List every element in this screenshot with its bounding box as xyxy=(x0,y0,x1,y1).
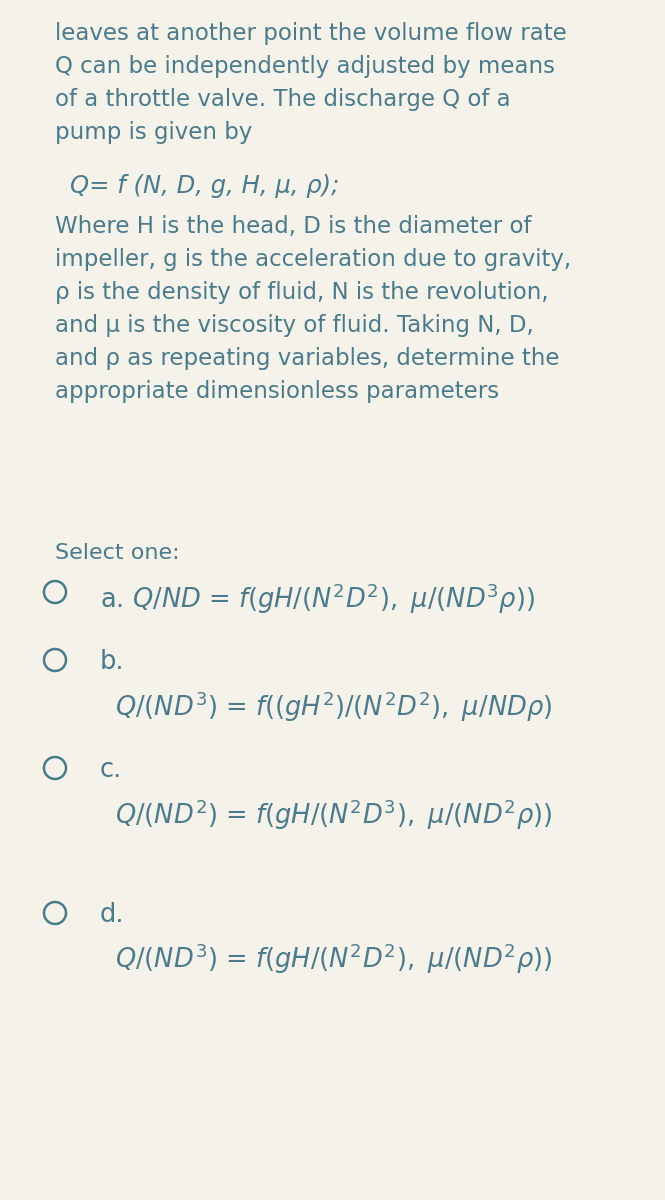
Text: d.: d. xyxy=(100,902,124,928)
Text: and ρ as repeating variables, determine the: and ρ as repeating variables, determine … xyxy=(55,347,559,370)
Text: leaves at another point the volume flow rate: leaves at another point the volume flow … xyxy=(55,22,567,44)
Text: Where H is the head, D is the diameter of: Where H is the head, D is the diameter o… xyxy=(55,215,531,238)
Text: impeller, g is the acceleration due to gravity,: impeller, g is the acceleration due to g… xyxy=(55,248,571,271)
Text: c.: c. xyxy=(100,757,122,782)
Text: $Q/(ND^2)$ = $f(gH/(N^2D^3),\ \mu/(ND^2\rho))$: $Q/(ND^2)$ = $f(gH/(N^2D^3),\ \mu/(ND^2\… xyxy=(115,797,553,832)
Text: of a throttle valve. The discharge Q of a: of a throttle valve. The discharge Q of … xyxy=(55,88,511,110)
Text: and μ is the viscosity of fluid. Taking N, D,: and μ is the viscosity of fluid. Taking … xyxy=(55,314,534,337)
Text: appropriate dimensionless parameters: appropriate dimensionless parameters xyxy=(55,380,499,403)
Text: Q can be independently adjusted by means: Q can be independently adjusted by means xyxy=(55,55,555,78)
Text: Q= f (N, D, g, H, μ, ρ);: Q= f (N, D, g, H, μ, ρ); xyxy=(70,174,339,198)
Text: $Q/(ND^3)$ = $f((gH^2)/(N^2D^2),\ \mu/ND\rho)$: $Q/(ND^3)$ = $f((gH^2)/(N^2D^2),\ \mu/ND… xyxy=(115,689,553,724)
Text: b.: b. xyxy=(100,649,124,674)
Text: $Q/(ND^3)$ = $f(gH/(N^2D^2),\ \mu/(ND^2\rho))$: $Q/(ND^3)$ = $f(gH/(N^2D^2),\ \mu/(ND^2\… xyxy=(115,942,553,977)
Text: ρ is the density of fluid, N is the revolution,: ρ is the density of fluid, N is the revo… xyxy=(55,281,549,304)
Text: pump is given by: pump is given by xyxy=(55,121,253,144)
Text: a. $Q/ND$ = $f(gH/(N^2D^2),\ \mu/(ND^3\rho))$: a. $Q/ND$ = $f(gH/(N^2D^2),\ \mu/(ND^3\r… xyxy=(100,581,535,616)
Text: Select one:: Select one: xyxy=(55,542,180,563)
